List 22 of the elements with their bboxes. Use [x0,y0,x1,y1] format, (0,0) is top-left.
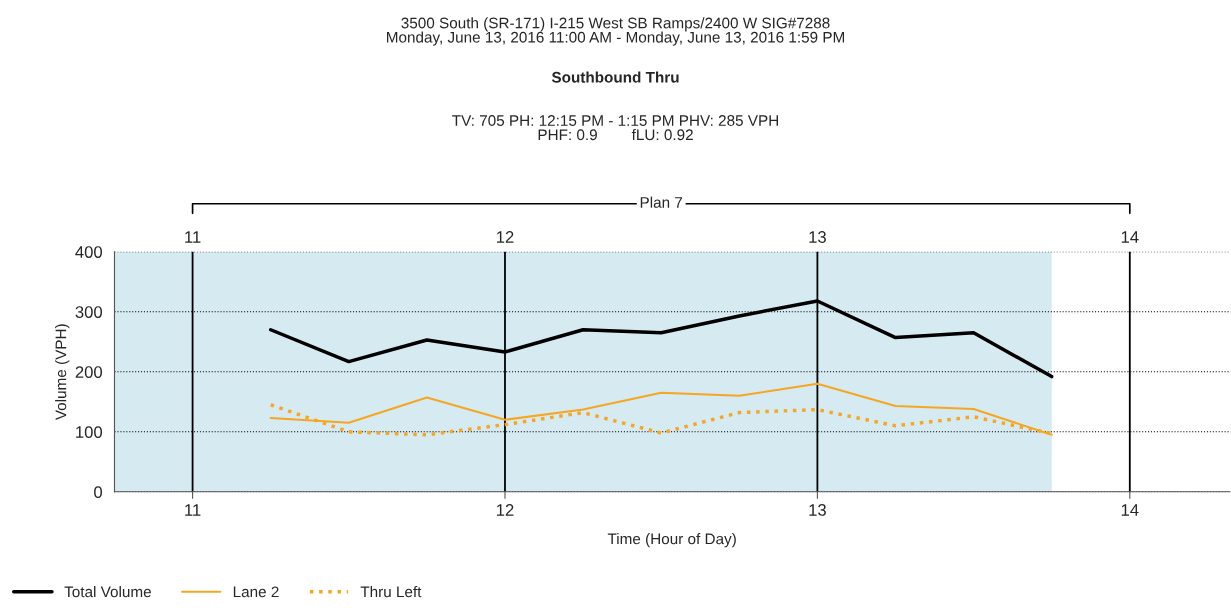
y-tick-label: 300 [75,306,103,318]
y-tick-label: 200 [75,366,103,378]
x2-tick-label: 11 [185,504,201,516]
x-tick-label: 11 [185,231,201,243]
x2-tick-label: 13 [809,504,826,516]
chart-title: 3500 South (SR-171) I-215 West SB Ramps/2400 W SIG#7288 Monday, June 13, 2016 11:00 AM - Monday, June 13, 2016 1:59 PM [387,17,845,46]
y-axis-title: Volume (VPH) [55,324,70,421]
x-tick-label: 13 [809,231,826,243]
text: Plan 7 [640,196,683,208]
legend-label: Thru Left [360,586,422,598]
x-tick-label: 14 [1121,231,1139,243]
chart-subtitle: Southbound Thru [551,71,679,83]
legend-label: Total Volume [64,586,151,598]
x-tick-label: 12 [496,231,514,243]
y-tick-label: 0 [94,486,103,499]
legend-label: Lane 2 [233,586,279,598]
y-tick-label: 400 [75,246,103,258]
y-tick-label: 100 [76,426,103,438]
x2-tick-label: 14 [1121,504,1139,516]
x-axis-title: Time (Hour of Day) [607,533,736,548]
x2-tick-label: 12 [496,504,514,516]
text: TV: 705 PH: 12:15 PM - 1:15 PM PHV: 285 VPH PHF: 0.9 fLU: 0.92 [452,115,778,141]
